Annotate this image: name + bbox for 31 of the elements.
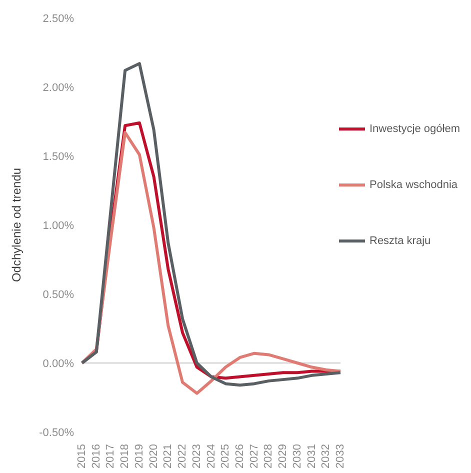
x-tick-label: 2019 bbox=[133, 444, 146, 468]
x-tick-label: 2033 bbox=[334, 444, 346, 468]
x-tick-label: 2027 bbox=[248, 444, 260, 468]
x-tick-label: 2026 bbox=[234, 444, 246, 468]
x-tick-label: 2031 bbox=[306, 444, 318, 468]
legend-label: Inwestycje ogółem bbox=[370, 123, 460, 135]
x-tick-label: 2018 bbox=[119, 444, 132, 468]
x-tick-label: 2021 bbox=[162, 444, 174, 468]
y-tick-label: 0.00% bbox=[42, 358, 74, 370]
y-tick-label: 1.50% bbox=[42, 150, 74, 163]
x-tick-label: 2032 bbox=[320, 444, 332, 468]
x-tick-label: 2024 bbox=[205, 444, 218, 468]
line-series bbox=[80, 62, 342, 387]
x-tick-label: 2017 bbox=[104, 444, 117, 468]
legend-label: Polska wschodnia bbox=[370, 179, 458, 191]
x-tick-label: 2028 bbox=[262, 444, 275, 468]
x-tick-label: 2023 bbox=[190, 444, 203, 468]
x-tick-label: 2020 bbox=[148, 444, 160, 468]
y-tick-label: -0.50% bbox=[39, 426, 74, 439]
x-tick-label: 2022 bbox=[176, 444, 189, 468]
x-tick-label: 2025 bbox=[220, 444, 232, 468]
x-tick-label: 2030 bbox=[291, 444, 304, 468]
y-tick-label: 0.50% bbox=[42, 288, 74, 301]
y-tick-label: 1.00% bbox=[42, 220, 74, 232]
legend-label: Reszta kraju bbox=[370, 235, 431, 247]
y-tick-label: 2.00% bbox=[42, 82, 74, 94]
y-axis-title: Odchylenie od trendu bbox=[9, 168, 24, 282]
x-tick-label: 2015 bbox=[76, 444, 88, 468]
x-tick-label: 2016 bbox=[90, 444, 102, 468]
y-tick-label: 2.50% bbox=[42, 12, 74, 25]
x-tick-label: 2029 bbox=[277, 444, 290, 468]
